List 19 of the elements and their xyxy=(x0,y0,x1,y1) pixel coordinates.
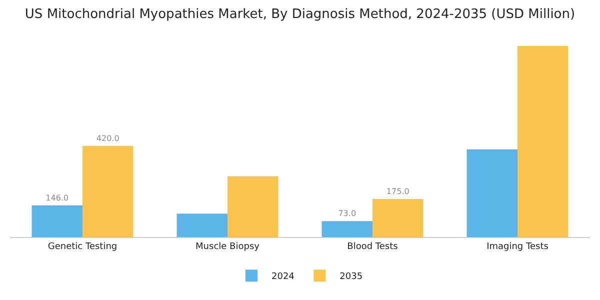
legend-label: 2035 xyxy=(340,272,363,282)
data-label: 420.0 xyxy=(96,134,120,143)
bar xyxy=(82,146,134,237)
x-tick-label: Imaging Tests xyxy=(486,242,549,252)
data-label: 146.0 xyxy=(46,193,69,202)
x-tick-label: Muscle Biopsy xyxy=(196,242,260,252)
x-tick-label: Blood Tests xyxy=(347,242,398,252)
bar xyxy=(322,221,372,237)
x-tick-label: Genetic Testing xyxy=(48,242,118,252)
bar xyxy=(228,176,278,237)
legend-label: 2024 xyxy=(272,272,295,282)
bar xyxy=(518,46,568,237)
data-label: 73.0 xyxy=(338,209,356,218)
data-label: 175.0 xyxy=(386,187,410,196)
chart-title: US Mitochondrial Myopathies Market, By Diagnosis Method, 2024-2035 (USD Million) xyxy=(24,7,576,22)
bar xyxy=(372,199,424,237)
bar xyxy=(466,149,518,237)
bar xyxy=(176,214,228,237)
bar xyxy=(32,205,82,237)
